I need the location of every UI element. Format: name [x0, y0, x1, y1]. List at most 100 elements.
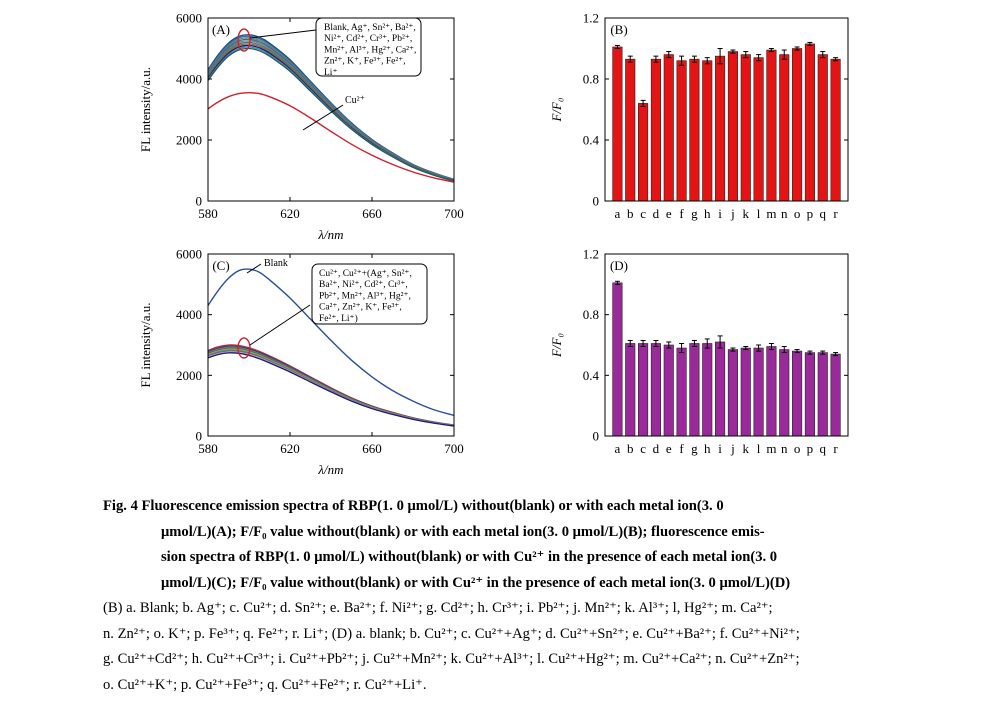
category-label-g: g: [691, 441, 698, 456]
y-tick-label: 0.8: [583, 307, 599, 322]
y-tick-label: 0.4: [583, 133, 600, 148]
category-label-f: f: [679, 441, 684, 456]
spectrum-line-10: [208, 47, 454, 182]
spectrum-line-4: [208, 347, 454, 427]
caption-line-1: Fig. 4 Fluorescence emission spectra of …: [103, 498, 724, 514]
bar-g: [689, 58, 700, 202]
x-tick-label: 660: [362, 206, 382, 221]
annotation-line-a: Zn²⁺, K⁺, Fe³⁺, Fe²⁺,: [324, 57, 406, 67]
bar-m: [766, 346, 777, 437]
annotation-line-a: Mn²⁺, Al³⁺, Hg²⁺, Ca²⁺,: [324, 45, 416, 55]
annotation-box-a: [315, 17, 422, 77]
category-label-f: f: [679, 206, 684, 221]
category-label-l: l: [757, 441, 761, 456]
category-label-b: b: [627, 206, 634, 221]
panel-label: (D): [610, 258, 628, 273]
category-label-n: n: [781, 206, 788, 221]
x-axis-label: λ/nm: [317, 462, 343, 477]
bar-h: [702, 60, 713, 202]
annotation-line-c: Ca²⁺, Zn²⁺, K⁺, Fe³⁺,: [319, 303, 402, 313]
bar-e: [663, 344, 674, 437]
y-tick-label: 4000: [176, 307, 202, 322]
category-label-k: k: [743, 206, 750, 221]
category-label-e: e: [666, 441, 672, 456]
bar-n: [779, 54, 790, 202]
category-label-h: h: [704, 441, 711, 456]
y-tick-label: 0.8: [583, 72, 599, 87]
bar-b: [625, 58, 636, 202]
bar-q: [817, 54, 828, 202]
category-label-a: a: [615, 206, 621, 221]
bar-r: [830, 58, 841, 202]
plot-frame: [604, 253, 849, 437]
bar-p: [804, 352, 815, 437]
x-tick-label: 660: [362, 441, 382, 456]
bar-d: [650, 343, 661, 437]
category-label-d: d: [653, 206, 660, 221]
annotation-line-c: Fe²⁺, Li⁺): [319, 313, 358, 324]
category-label-c: c: [640, 206, 646, 221]
y-axis-label: F/F₀: [549, 97, 564, 122]
annotation-line-c: Cu²⁺, Cu²⁺+(Ag⁺, Sn²⁺,: [319, 268, 412, 279]
annotation-line-a: Blank, Ag⁺, Sn²⁺, Ba²⁺,: [324, 23, 416, 33]
category-label-j: j: [730, 441, 735, 456]
caption-legend-line-2: n. Zn²⁺; o. K⁺; p. Fe³⁺; q. Fe²⁺; r. Li⁺…: [103, 625, 800, 642]
y-axis-label: F/F₀: [549, 333, 564, 358]
y-tick-label: 6000: [176, 11, 202, 26]
peak-marker-a: [237, 28, 251, 52]
spectrum-line-9: [208, 352, 454, 427]
peak-marker-c: [237, 337, 251, 359]
bar-m: [766, 49, 777, 202]
x-tick-label: 700: [444, 206, 464, 221]
bar-l: [753, 57, 764, 202]
bar-i: [715, 341, 726, 437]
category-label-m: m: [766, 206, 776, 221]
bar-c: [638, 103, 649, 202]
caption-legend-line-1: (B) a. Blank; b. Ag⁺; c. Cu²⁺; d. Sn²⁺; …: [103, 600, 773, 616]
category-label-l: l: [757, 206, 761, 221]
category-label-q: q: [820, 206, 827, 221]
plot-frame: [207, 253, 455, 437]
spectrum-line-3: [208, 346, 454, 427]
bar-j: [727, 51, 738, 202]
bar-k: [740, 347, 751, 437]
leader-line-cu: [302, 104, 344, 131]
category-label-i: i: [718, 206, 722, 221]
leader-line-blank: [246, 263, 262, 274]
caption-line-2: μmol/L)(A); F/F₀ value without(blank) or…: [161, 523, 765, 540]
bar-o: [792, 48, 803, 202]
y-axis-label: FL intensity/a.u.: [138, 302, 153, 387]
bar-k: [740, 54, 751, 202]
figure-4: 580 620 660 700 0 2000 4000 6000 (A) λ/nm FL inten…: [138, 11, 849, 477]
category-label-r: r: [833, 206, 838, 221]
category-label-b: b: [627, 441, 634, 456]
category-label-m: m: [766, 441, 776, 456]
category-label-o: o: [794, 206, 801, 221]
y-tick-label: 1.2: [583, 11, 599, 26]
bar-d: [650, 58, 661, 202]
category-label-p: p: [807, 441, 814, 456]
category-label-n: n: [781, 441, 788, 456]
bar-c: [638, 343, 649, 437]
y-tick-label: 4000: [176, 72, 202, 87]
bar-e: [663, 54, 674, 202]
annotation-line-a: Ni²⁺, Cd²⁺, Cr³⁺, Pb²⁺,: [324, 34, 412, 44]
category-label-a: a: [615, 441, 621, 456]
bar-j: [727, 349, 738, 437]
category-label-h: h: [704, 206, 711, 221]
leader-line-a: [249, 29, 317, 39]
x-axis-label: λ/nm: [317, 227, 343, 242]
category-label-i: i: [718, 441, 722, 456]
bar-i: [715, 55, 726, 202]
annotation-box-c: [311, 263, 428, 325]
y-tick-label: 6000: [176, 247, 202, 262]
figure-caption: Fig. 4 Fluorescence emission spectra of …: [103, 494, 903, 698]
x-tick-label: 620: [280, 206, 300, 221]
y-axis-label: FL intensity/a.u.: [138, 67, 153, 152]
caption-legend-line-3: g. Cu²⁺+Cd²⁺; h. Cu²⁺+Cr³⁺; i. Cu²⁺+Pb²⁺…: [103, 651, 800, 667]
leader-line-c: [249, 304, 311, 346]
bar-a: [612, 46, 623, 202]
category-label-p: p: [807, 206, 814, 221]
bar-q: [817, 352, 828, 437]
bar-b: [625, 343, 636, 437]
